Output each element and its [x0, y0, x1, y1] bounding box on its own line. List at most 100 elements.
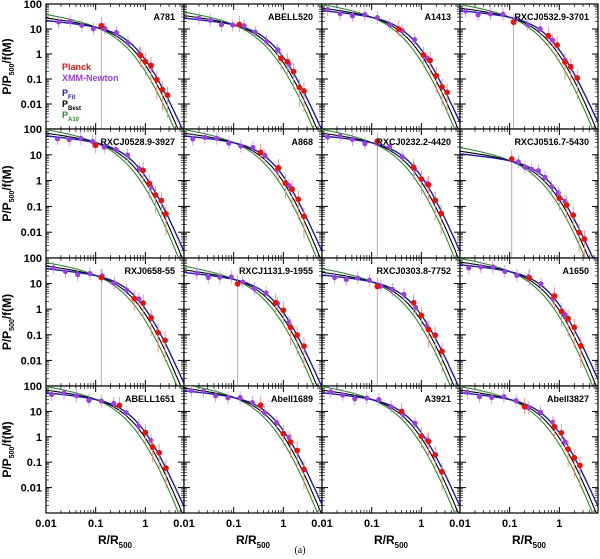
x-axis-title: R/R500 — [98, 533, 133, 550]
xmm-point — [337, 133, 343, 139]
xmm-point — [549, 37, 556, 43]
figure-caption: (a) — [294, 545, 305, 556]
xmm-point — [86, 397, 92, 403]
xmm-point — [123, 287, 130, 293]
curve-p-best — [322, 132, 460, 258]
xmm-point — [463, 8, 469, 14]
planck-point — [294, 332, 301, 338]
curve-p-best — [46, 389, 184, 513]
panel-title: RXCJ0528.9-3927 — [100, 137, 175, 147]
y-axis-title-post: /f(M) — [0, 38, 14, 63]
xmm-point — [328, 389, 334, 395]
planck-point — [278, 55, 284, 62]
xmm-point — [218, 22, 225, 28]
xmm-point — [374, 14, 380, 21]
xmm-point — [250, 144, 256, 151]
xmm-point — [340, 392, 346, 398]
y-tick-label: 1 — [36, 176, 42, 188]
xmm-point — [113, 29, 119, 36]
xmm-point — [73, 393, 80, 399]
xmm-point — [111, 280, 117, 286]
xmm-point — [355, 275, 361, 281]
x-axis-title-sub: 500 — [119, 541, 133, 550]
y-axis-title-post: /f(M) — [0, 294, 14, 319]
curve-p-fit — [46, 392, 184, 507]
panel-a1650: A1650 — [459, 257, 599, 387]
panel-a1413: A1413 — [321, 3, 461, 130]
legend: Planck XMM-Newton PFit PBest PA10 — [62, 62, 119, 123]
x-axis-title-main: R/R — [512, 533, 533, 547]
planck-point — [567, 63, 574, 70]
xmm-point — [136, 296, 142, 302]
xmm-point — [241, 23, 247, 29]
xmm-point — [562, 439, 568, 445]
planck-point — [526, 275, 533, 281]
xmm-point — [240, 279, 246, 285]
xmm-point — [387, 144, 393, 150]
planck-point — [140, 167, 146, 174]
curve-p-best — [460, 150, 598, 258]
x-axis-title-sub: 500 — [395, 541, 409, 550]
planck-point — [287, 439, 294, 445]
planck-point — [131, 295, 138, 302]
y-axis-title-pre: P/P — [0, 202, 14, 221]
panel-plot-area — [46, 129, 184, 258]
xmm-point — [325, 134, 331, 140]
planck-point — [159, 86, 166, 93]
curve-p-fit — [460, 153, 598, 258]
xmm-point — [87, 270, 93, 277]
planck-point — [282, 180, 289, 187]
xmm-point — [188, 388, 194, 394]
y-tick-label: 100 — [24, 0, 42, 11]
panel-frame — [459, 128, 599, 259]
panel-title: ABELL520 — [268, 12, 313, 22]
panel-title: RXCJ0232.2-4420 — [376, 137, 451, 147]
xmm-point — [376, 397, 382, 403]
xmm-point — [537, 26, 543, 32]
xmm-point — [489, 394, 495, 400]
planck-point — [425, 181, 432, 188]
planck-point — [374, 138, 381, 145]
xmm-point — [225, 395, 231, 401]
planck-point — [571, 454, 578, 461]
x-tick-label: 0.1 — [502, 518, 517, 530]
planck-point — [92, 142, 99, 149]
y-tick-label: 0.1 — [27, 74, 42, 86]
planck-point — [236, 21, 243, 28]
xmm-point — [502, 268, 508, 275]
xmm-point — [337, 11, 343, 17]
planck-point — [164, 92, 171, 99]
y-axis-title-pre: P/P — [0, 75, 14, 94]
planck-point — [153, 76, 160, 83]
xmm-point — [538, 281, 544, 287]
xmm-point — [56, 19, 62, 25]
panel-plot-area — [46, 13, 184, 129]
panel-title: A3921 — [424, 394, 451, 404]
y-tick-label: 100 — [24, 381, 42, 393]
xmm-point — [261, 410, 268, 416]
planck-point — [234, 280, 241, 287]
x-tick-label: 1 — [280, 518, 286, 530]
legend-p-fit-letter: P — [62, 88, 68, 98]
planck-point — [425, 438, 432, 445]
curve-p-a10 — [322, 129, 460, 258]
planck-point — [432, 451, 439, 458]
xmm-point — [343, 276, 349, 282]
planck-point — [148, 315, 154, 322]
x-axis-title: R/R500 — [512, 533, 547, 550]
xmm-point — [251, 285, 257, 292]
planck-point — [521, 403, 528, 410]
planck-point — [158, 197, 165, 204]
panel-plot-area — [322, 386, 460, 513]
planck-point — [142, 58, 149, 65]
y-tick-label: 1 — [36, 304, 42, 316]
xmm-point — [464, 389, 470, 395]
curve-p-a10 — [322, 268, 460, 386]
xmm-point — [562, 312, 568, 318]
xmm-point — [275, 47, 281, 53]
xmm-point — [352, 396, 358, 402]
panel-abell1689: Abell1689 — [183, 385, 323, 514]
panel-frame — [45, 3, 185, 130]
planck-point — [98, 22, 105, 29]
